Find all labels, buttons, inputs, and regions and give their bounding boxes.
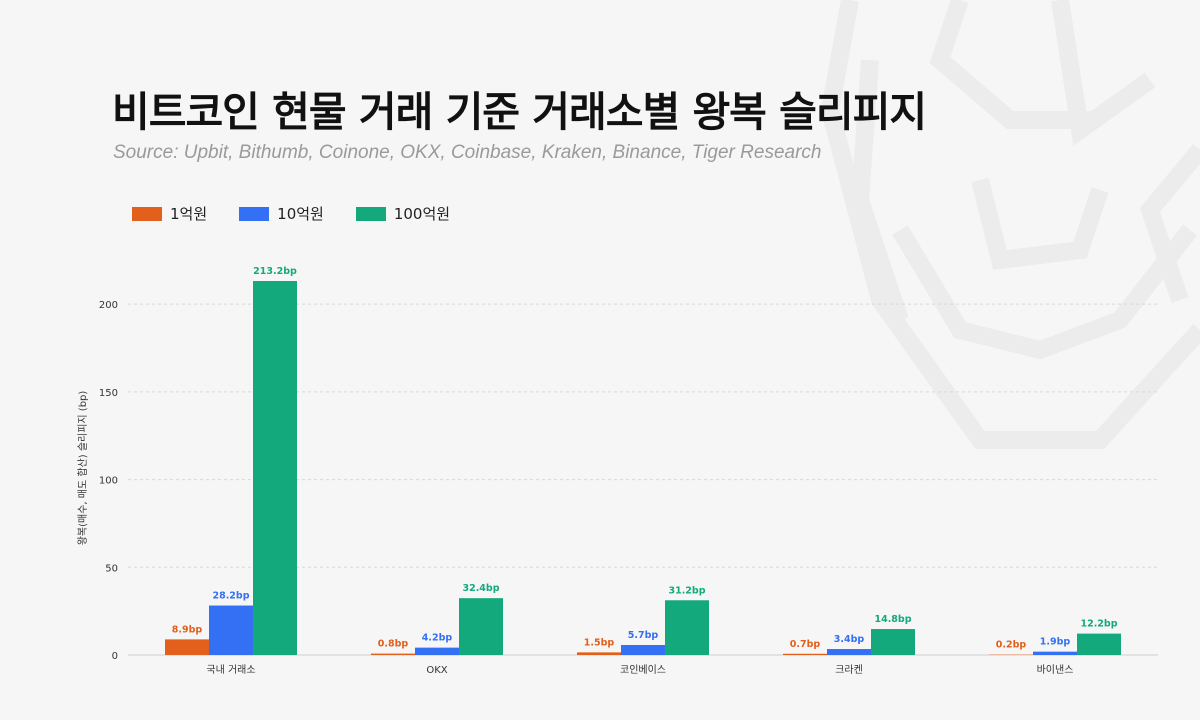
data-label: 1.9bp [1040, 637, 1071, 648]
legend-swatch-3 [355, 206, 386, 221]
x-tick-label: 바이낸스 [1037, 664, 1074, 676]
bar-3 [253, 281, 297, 655]
y-tick-label: 100 [99, 476, 118, 487]
data-label: 28.2bp [212, 591, 249, 602]
legend-label-2: 10억원 [277, 205, 324, 223]
x-tick-label: 크라켄 [835, 664, 863, 676]
bar-1 [371, 653, 415, 655]
legend-item-3: 100억원 [355, 203, 451, 224]
y-tick-label: 200 [99, 300, 118, 311]
legend-label-1: 1억원 [170, 205, 208, 223]
bar-2 [209, 605, 253, 655]
legend-swatch-2 [239, 206, 270, 221]
bar-3 [459, 598, 503, 655]
legend-item-1: 1억원 [132, 203, 207, 224]
bar-1 [165, 639, 209, 655]
bar-2 [621, 645, 665, 655]
data-label: 4.2bp [422, 633, 453, 644]
bar-2 [415, 647, 459, 655]
bar-2 [827, 649, 871, 655]
x-tick-label: 국내 거래소 [206, 664, 255, 676]
data-label: 1.5bp [584, 637, 615, 648]
data-label: 12.2bp [1080, 619, 1117, 630]
chart-subtitle: Source: Upbit, Bithumb, Coinone, OKX, Co… [113, 142, 822, 163]
legend: 1억원 10억원 100억원 [132, 203, 450, 224]
y-tick-label: 150 [99, 388, 118, 399]
bar-3 [665, 600, 709, 655]
data-label: 3.4bp [834, 634, 865, 645]
legend-swatch-1 [132, 206, 162, 221]
data-label: 0.2bp [996, 640, 1027, 651]
legend-label-3: 100억원 [393, 205, 451, 223]
y-axis-label: 왕복(매수, 매도 합산) 슬리피지 (bp) [77, 391, 89, 546]
data-label: 32.4bp [462, 583, 499, 594]
data-label: 14.8bp [874, 614, 911, 625]
data-label: 31.2bp [668, 585, 705, 596]
data-label: 213.2bp [253, 266, 297, 277]
bar-2 [1033, 651, 1077, 655]
bar-1 [783, 653, 827, 655]
data-label: 0.8bp [378, 639, 409, 650]
legend-item-2: 10억원 [239, 203, 324, 224]
bar-3 [871, 629, 915, 655]
y-tick-label: 50 [105, 563, 118, 574]
x-tick-label: OKX [426, 665, 447, 676]
y-tick-label: 0 [112, 651, 118, 662]
bar-1 [577, 652, 621, 655]
bar-3 [1077, 633, 1121, 655]
data-label: 8.9bp [172, 624, 203, 635]
chart-title: 비트코인 현물 거래 기준 거래소별 왕복 슬리피지 [112, 88, 927, 136]
x-tick-label: 코인베이스 [620, 664, 666, 676]
data-label: 5.7bp [628, 630, 659, 641]
data-label: 0.7bp [790, 639, 821, 650]
